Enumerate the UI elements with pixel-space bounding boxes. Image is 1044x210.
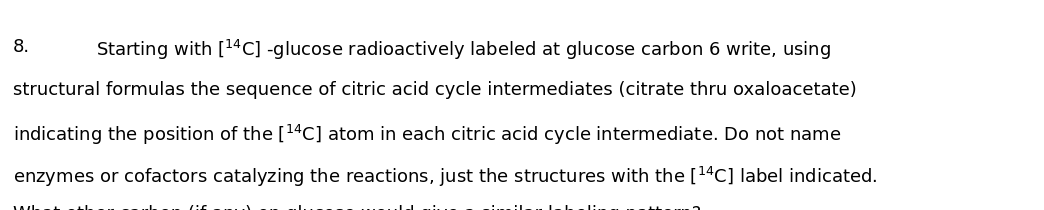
Text: structural formulas the sequence of citric acid cycle intermediates (citrate thr: structural formulas the sequence of citr… — [13, 81, 856, 99]
Text: Starting with [$^{14}$C] -glucose radioactively labeled at glucose carbon 6 writ: Starting with [$^{14}$C] -glucose radioa… — [96, 38, 831, 62]
Text: indicating the position of the [$^{14}$C] atom in each citric acid cycle interme: indicating the position of the [$^{14}$C… — [13, 123, 841, 147]
Text: 8.: 8. — [13, 38, 29, 56]
Text: What other carbon (if any) on glucose would give a similar labeling pattern?: What other carbon (if any) on glucose wo… — [13, 205, 701, 210]
Text: enzymes or cofactors catalyzing the reactions, just the structures with the [$^{: enzymes or cofactors catalyzing the reac… — [13, 165, 877, 189]
